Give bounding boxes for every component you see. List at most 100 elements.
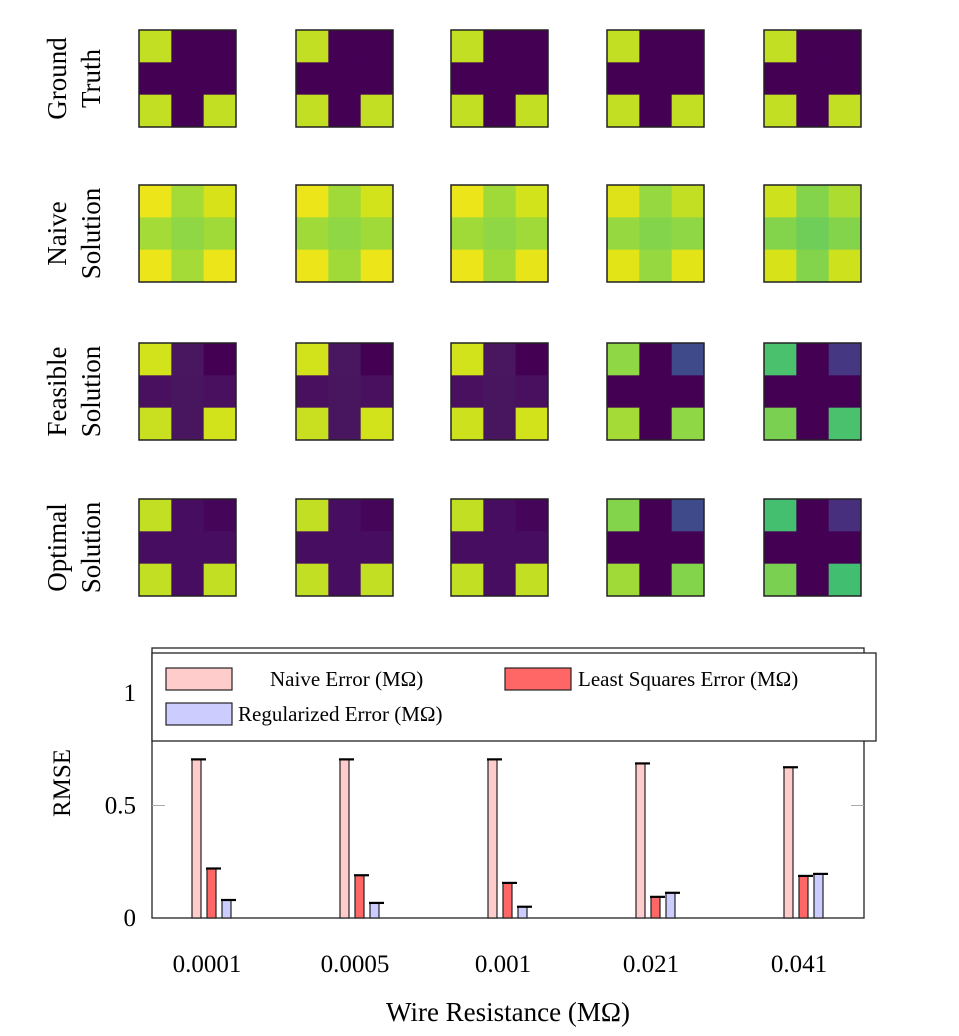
heatmap-cell — [328, 217, 362, 251]
heatmap-cell — [639, 94, 673, 128]
heatmap-cell — [171, 217, 205, 251]
heatmap-cell — [796, 94, 830, 128]
x-tick-label: 0.001 — [475, 951, 531, 978]
heatmap-cell — [328, 249, 362, 283]
bar-2 — [517, 906, 528, 919]
heatmap-cell — [639, 563, 673, 597]
bar-0 — [339, 758, 350, 919]
heatmap — [450, 498, 549, 597]
heatmap-cell — [360, 62, 394, 96]
heatmap-cell — [515, 62, 549, 96]
heatmap-border — [606, 184, 705, 283]
heatmap — [606, 29, 705, 128]
bar-2 — [221, 899, 232, 919]
heatmap-cell — [515, 407, 549, 441]
heatmap-cell — [639, 375, 673, 409]
heatmap-cell — [607, 499, 640, 532]
heatmap-cell — [296, 375, 329, 409]
heatmap-cell — [796, 563, 830, 597]
heatmap-cell — [764, 563, 797, 597]
heatmap-cell — [451, 499, 484, 532]
row-label-line: Truth — [76, 48, 106, 108]
heatmap-border — [763, 342, 862, 441]
heatmap-cell — [203, 407, 237, 441]
heatmap-cell — [639, 185, 673, 218]
bar-0 — [191, 758, 202, 919]
legend-swatch-1 — [504, 667, 572, 691]
heatmap-cell — [515, 217, 549, 251]
heatmap-border — [763, 498, 862, 597]
heatmap-cell — [203, 343, 237, 376]
heatmap-cell — [483, 563, 517, 597]
heatmap-cell — [139, 94, 172, 128]
heatmap-cell — [764, 407, 797, 441]
heatmap-cell — [171, 30, 205, 63]
heatmap-cell — [515, 563, 549, 597]
heatmap-cell — [171, 343, 205, 376]
heatmap-cell — [171, 563, 205, 597]
heatmap-cell — [607, 249, 640, 283]
heatmap-cell — [171, 185, 205, 218]
heatmap-cell — [671, 62, 705, 96]
bar-2 — [813, 873, 824, 919]
heatmap-cell — [796, 499, 830, 532]
heatmap-cell — [171, 407, 205, 441]
heatmap-cell — [483, 531, 517, 565]
heatmap-cell — [451, 343, 484, 376]
heatmap — [763, 29, 862, 128]
heatmap-cell — [671, 249, 705, 283]
heatmap-border — [450, 184, 549, 283]
heatmap-cell — [451, 563, 484, 597]
heatmap-cell — [828, 249, 862, 283]
heatmap-cell — [139, 343, 172, 376]
heatmap-cell — [296, 563, 329, 597]
heatmap-cell — [764, 343, 797, 376]
heatmap — [138, 342, 237, 441]
heatmap-cell — [828, 217, 862, 251]
heatmap-cell — [139, 407, 172, 441]
heatmap-cell — [764, 62, 797, 96]
heatmap — [295, 342, 394, 441]
heatmap-cell — [515, 30, 549, 63]
heatmap-cell — [139, 185, 172, 218]
heatmap-border — [295, 342, 394, 441]
heatmap-cell — [483, 499, 517, 532]
heatmap — [606, 184, 705, 283]
bar-1 — [354, 874, 365, 919]
heatmap-cell — [764, 531, 797, 565]
heatmap-cell — [607, 94, 640, 128]
heatmap-cell — [796, 217, 830, 251]
heatmap — [450, 342, 549, 441]
x-tick-label: 0.021 — [623, 951, 679, 978]
heatmap-cell — [483, 185, 517, 218]
heatmap-border — [295, 29, 394, 128]
heatmap-cell — [671, 563, 705, 597]
heatmap — [295, 29, 394, 128]
heatmap-cell — [139, 62, 172, 96]
row-label-0: Ground Truth — [42, 37, 106, 120]
row-label-line: Ground — [42, 37, 72, 120]
heatmap-cell — [796, 249, 830, 283]
heatmap-cell — [139, 375, 172, 409]
heatmap-cell — [360, 499, 394, 532]
heatmap-cell — [203, 185, 237, 218]
heatmap-cell — [483, 407, 517, 441]
y-axis-label: RMSE — [49, 749, 76, 817]
heatmap — [295, 498, 394, 597]
bar-0 — [783, 766, 794, 919]
heatmap-cell — [451, 375, 484, 409]
bar-2 — [665, 892, 676, 919]
heatmap-cell — [328, 343, 362, 376]
heatmap-cell — [171, 531, 205, 565]
heatmap-cell — [296, 185, 329, 218]
heatmap-cell — [203, 375, 237, 409]
bar-0 — [487, 758, 498, 919]
heatmap-cell — [828, 62, 862, 96]
heatmap-cell — [796, 375, 830, 409]
row-label-line: Solution — [76, 345, 106, 437]
heatmap-cell — [796, 62, 830, 96]
heatmap-border — [450, 342, 549, 441]
heatmap-cell — [607, 30, 640, 63]
heatmap-cell — [203, 94, 237, 128]
heatmap-cell — [171, 94, 205, 128]
